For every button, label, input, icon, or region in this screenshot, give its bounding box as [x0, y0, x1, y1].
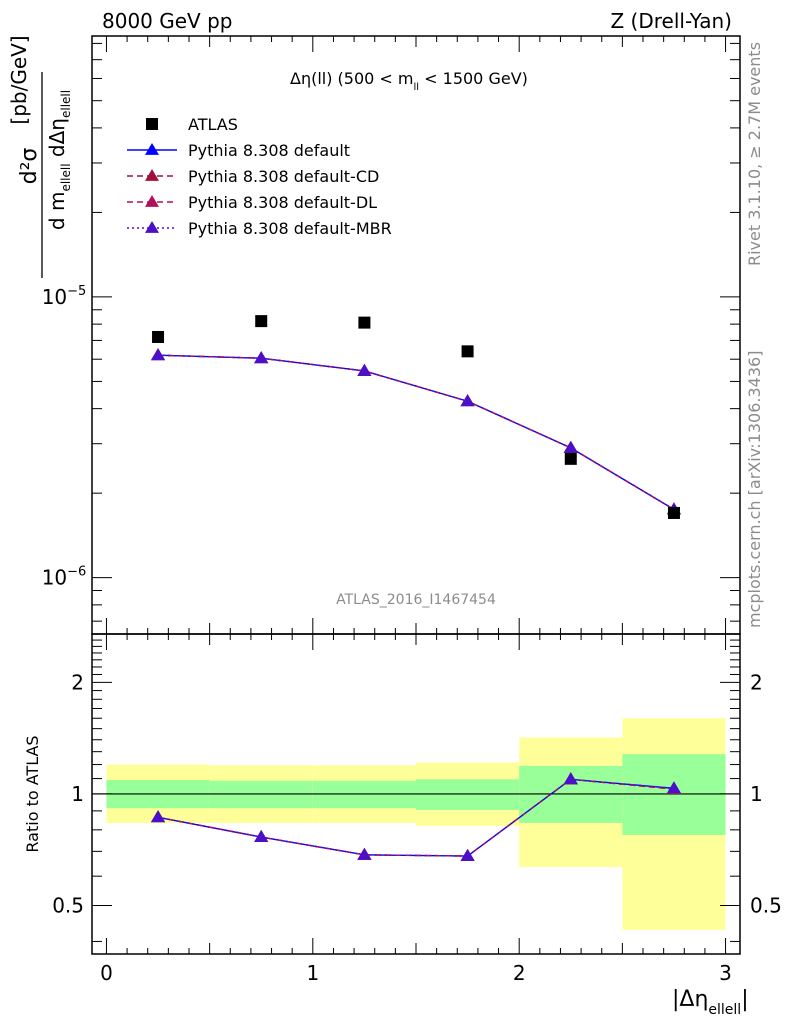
- series-4-point: [460, 394, 475, 407]
- ratio-y-tick-label: 0.5: [52, 894, 84, 918]
- title-rest: < 1500 GeV): [419, 69, 528, 88]
- y-label-den-d: d m: [45, 192, 69, 231]
- atlas-point: [152, 330, 165, 343]
- ratio-y-tick-label-right: 1: [750, 782, 763, 806]
- y-label-den: d mellell dΔηellell: [45, 90, 73, 230]
- ratio-line-4: [157, 778, 675, 857]
- title-main: Δη(ll) (500 < m: [290, 69, 414, 88]
- y-label-den-sub2: ellell: [59, 90, 73, 118]
- lower-frame: [91, 633, 741, 955]
- x-tick-label: 1: [306, 961, 319, 985]
- y-label-den-mid: dΔη: [45, 118, 69, 163]
- rivet-label: Rivet 3.1.10, ≥ 2.7M events: [745, 42, 764, 266]
- header-left: 8000 GeV pp: [102, 9, 233, 33]
- x-tick-label: 0: [100, 961, 113, 985]
- green-band-3: [416, 779, 520, 810]
- ratio-y-tick-label: 2: [71, 670, 84, 694]
- legend: ATLAS Pythia 8.308 default Pythia 8.308 de…: [127, 115, 392, 238]
- atlas-point: [461, 345, 474, 358]
- series-line-1: [158, 354, 675, 511]
- y-label-den-sub1: ellell: [59, 163, 73, 191]
- x-tick-label: 3: [719, 961, 732, 985]
- legend-marker-3: [145, 195, 159, 207]
- atlas-point: [667, 506, 680, 519]
- plot-title: Δη(ll) (500 < mll < 1500 GeV): [290, 69, 528, 93]
- atlas-point: [358, 316, 371, 329]
- header-right: Z (Drell-Yan): [610, 9, 732, 33]
- uncertainty-bands: [106, 718, 726, 930]
- ratio-4-point: [666, 781, 681, 794]
- series-4-point: [151, 348, 166, 361]
- legend-label-1: Pythia 8.308 default: [188, 141, 350, 160]
- legend-marker-2: [145, 169, 159, 181]
- ratio-panel: 0 1 2 3 2 2 1 1 0.5 0.5: [52, 633, 782, 985]
- upper-panel: 10−5 10−6: [42, 36, 740, 634]
- ratio-y-tick-label-right: 2: [750, 670, 763, 694]
- x-axis-label: |Δηellell|: [672, 987, 749, 1018]
- title-sub: ll: [414, 82, 420, 93]
- legend-label-2: Pythia 8.308 default-CD: [188, 167, 379, 186]
- ratio-4-point: [254, 830, 269, 842]
- series-line-4: [158, 354, 675, 511]
- ratio-4-point: [563, 772, 578, 785]
- y-tick-label: 10−6: [42, 565, 87, 590]
- legend-label-3: Pythia 8.308 default-DL: [188, 193, 377, 212]
- x-label-main: |Δη: [672, 987, 708, 1012]
- analysis-watermark: ATLAS_2016_I1467454: [336, 592, 496, 608]
- legend-marker-1: [145, 143, 159, 155]
- legend-marker-0: [146, 118, 158, 130]
- y-tick-label: 10−5: [42, 284, 87, 309]
- ratio-y-tick-label: 1: [71, 782, 84, 806]
- ratio-4-point: [460, 849, 475, 861]
- series-4-point: [254, 351, 269, 364]
- legend-marker-4: [145, 221, 159, 233]
- green-band-5: [622, 754, 726, 835]
- ratio-y-label: Ratio to ATLAS: [23, 735, 42, 852]
- atlas-point: [255, 315, 268, 328]
- legend-label-4: Pythia 8.308 default-MBR: [188, 219, 392, 238]
- series-line-2: [158, 354, 675, 511]
- series-4-point: [357, 363, 372, 376]
- y-label-num: d²σ: [17, 148, 42, 185]
- mcplots-label: mcplots.cern.ch [arXiv:1306.3436]: [745, 351, 764, 628]
- series-4-point: [563, 440, 578, 453]
- ratio-4-point: [357, 847, 372, 860]
- x-tick-label: 2: [513, 961, 526, 985]
- legend-label-0: ATLAS: [188, 115, 238, 134]
- ratio-4-point: [151, 810, 166, 823]
- x-label-end: |: [741, 987, 748, 1012]
- atlas-point: [564, 452, 577, 465]
- ratio-y-tick-label-right: 0.5: [750, 894, 782, 918]
- x-label-sub: ellell: [708, 1002, 741, 1018]
- series-line-3: [158, 354, 675, 511]
- y-axis-label: d²σ d mellell dΔηellell [pb/GeV]: [7, 35, 73, 278]
- y-label-unit: [pb/GeV]: [7, 35, 31, 124]
